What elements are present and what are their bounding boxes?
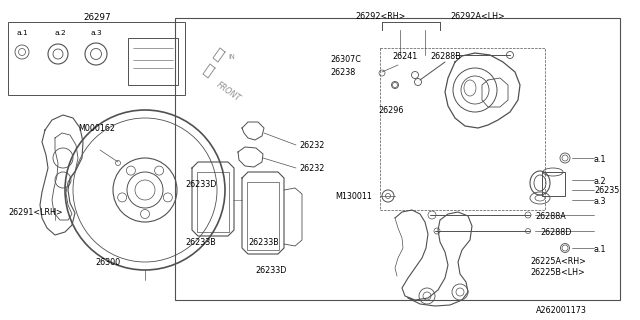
Text: a.1: a.1 [16, 30, 28, 36]
Text: 26225A<RH>: 26225A<RH> [530, 257, 586, 266]
Text: 26238: 26238 [330, 68, 355, 77]
Text: 26225B<LH>: 26225B<LH> [530, 268, 585, 277]
Bar [197, 172, 229, 232]
Text: M000162: M000162 [78, 124, 115, 133]
Bar [128, 38, 178, 85]
Text: 26233B: 26233B [248, 238, 279, 247]
Text: FRONT: FRONT [215, 80, 243, 103]
Text: 26288A: 26288A [535, 212, 566, 221]
Bar [542, 172, 565, 196]
Text: 26233D: 26233D [255, 266, 286, 275]
Text: a.2: a.2 [54, 30, 66, 36]
Text: 26288B: 26288B [430, 52, 461, 61]
Text: a.2: a.2 [594, 177, 607, 186]
Text: IN: IN [228, 54, 235, 60]
Text: 26297: 26297 [83, 13, 111, 22]
Text: 26300: 26300 [95, 258, 120, 267]
Text: a.1: a.1 [594, 245, 607, 254]
Text: 26296: 26296 [378, 106, 403, 115]
Text: a.1: a.1 [594, 155, 607, 164]
Text: 26288D: 26288D [540, 228, 572, 237]
Text: M130011: M130011 [335, 192, 372, 201]
Bar [8, 22, 185, 95]
Text: 26292A<LH>: 26292A<LH> [450, 12, 505, 21]
Text: 26235: 26235 [594, 186, 620, 195]
Text: 26233B: 26233B [185, 238, 216, 247]
Text: A262001173: A262001173 [536, 306, 587, 315]
Bar [175, 18, 620, 300]
Text: a.3: a.3 [594, 197, 607, 206]
Text: 26291<LRH>: 26291<LRH> [8, 208, 63, 217]
Bar [247, 182, 279, 250]
Text: 26292<RH>: 26292<RH> [355, 12, 405, 21]
Text: 26233D: 26233D [185, 180, 216, 189]
Text: 26232: 26232 [299, 141, 324, 150]
Bar [380, 48, 545, 210]
Text: a.3: a.3 [90, 30, 102, 36]
Text: 26307C: 26307C [330, 55, 361, 64]
Text: 26241: 26241 [392, 52, 417, 61]
Text: 26232: 26232 [299, 164, 324, 173]
